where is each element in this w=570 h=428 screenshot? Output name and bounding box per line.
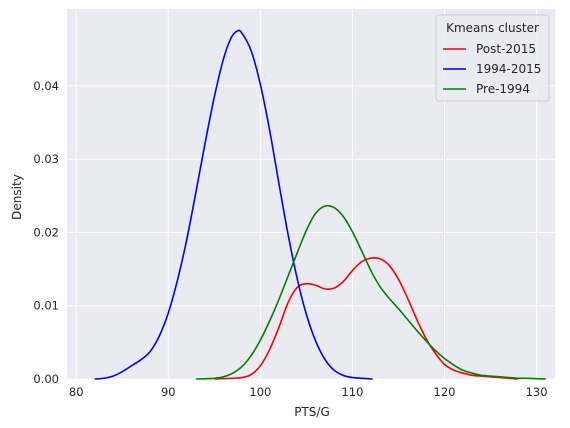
series-line-pre-1994 bbox=[195, 204, 546, 380]
y-tick-label: 0.04 bbox=[33, 79, 59, 93]
x-tick-label: 130 bbox=[526, 385, 548, 399]
y-axis-label: Density bbox=[10, 174, 24, 220]
x-axis-label: PTS/G bbox=[294, 405, 330, 419]
series-layer bbox=[94, 29, 546, 380]
tick-labels: 80 90 100 110 120 130 0.00 0.01 0.02 0.03 0.04 bbox=[33, 79, 547, 399]
legend-label-post-2015: Post-2015 bbox=[476, 42, 536, 56]
series-line-1994-2015 bbox=[94, 29, 373, 380]
y-tick-label: 0.03 bbox=[33, 152, 59, 166]
x-tick-label: 100 bbox=[249, 385, 271, 399]
x-tick-label: 120 bbox=[434, 385, 456, 399]
x-tick-label: 110 bbox=[341, 385, 363, 399]
legend-title: Kmeans cluster bbox=[446, 21, 539, 35]
legend-box bbox=[435, 14, 550, 102]
series-line-post-2015 bbox=[214, 257, 519, 380]
legend-label-pre-1994: Pre-1994 bbox=[476, 82, 530, 96]
legend-label-1994-2015: 1994-2015 bbox=[476, 62, 541, 76]
legend: Kmeans cluster Post-2015 1994-2015 Pre-1994 bbox=[435, 14, 550, 102]
y-tick-label: 0.02 bbox=[33, 225, 59, 239]
y-tick-label: 0.00 bbox=[33, 372, 59, 386]
y-tick-label: 0.01 bbox=[33, 299, 59, 313]
x-tick-label: 90 bbox=[161, 385, 176, 399]
x-tick-label: 80 bbox=[69, 385, 84, 399]
